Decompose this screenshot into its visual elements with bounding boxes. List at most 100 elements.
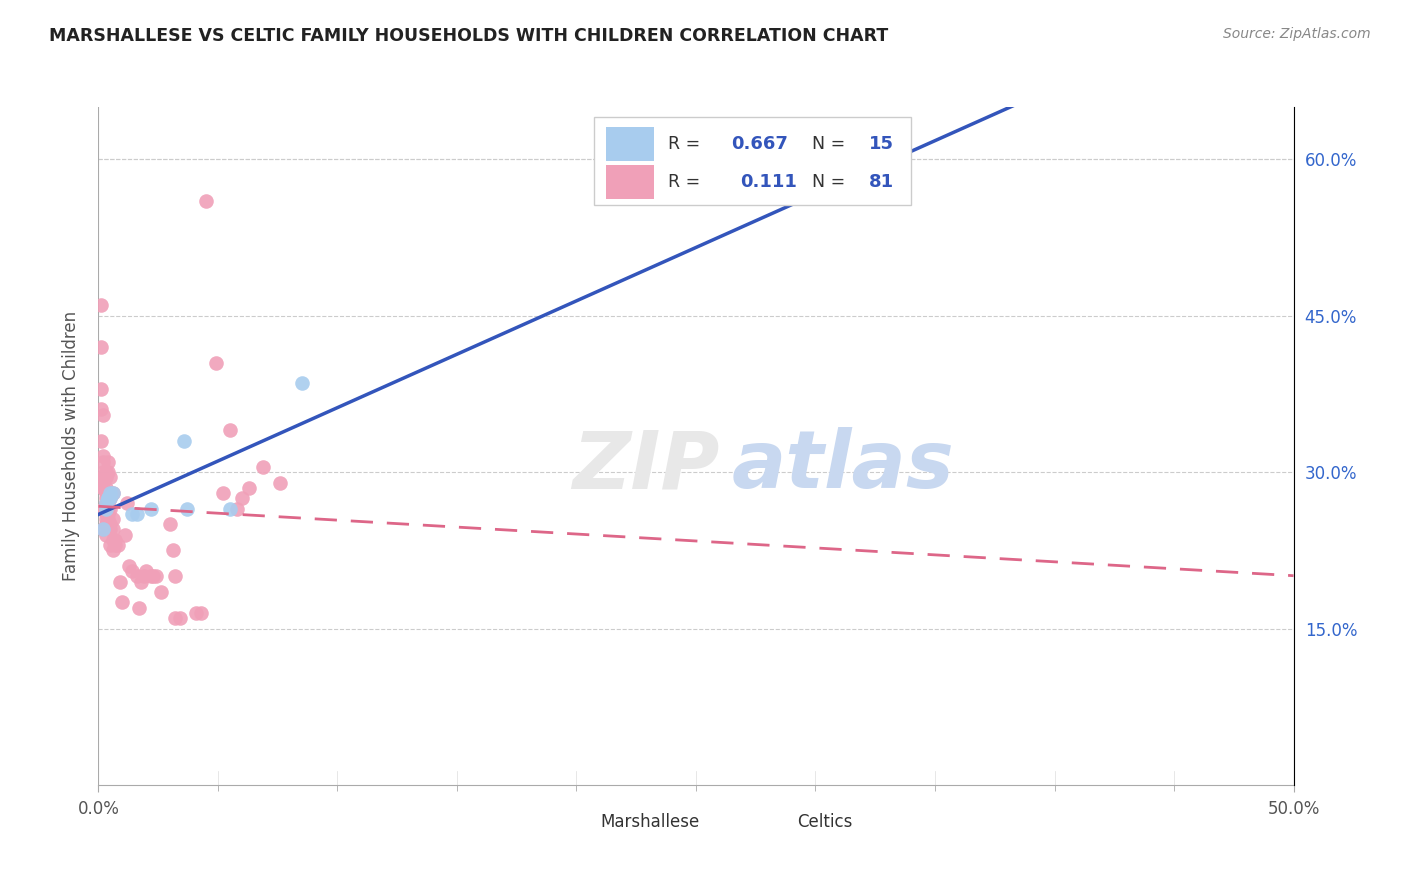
Point [94,501,117,516]
Point [94,512,117,526]
Text: 15: 15 [869,136,894,153]
Point [91,465,114,479]
Point [98,501,122,516]
Point [94,501,117,516]
Point [98,538,122,552]
Point [108,574,131,589]
Point [101,543,124,558]
Point [91,481,114,495]
Point [97,486,120,500]
Point [97,507,120,521]
Point [139,569,162,583]
Point [94,507,117,521]
Point [98,486,122,500]
Text: 0.667: 0.667 [731,136,787,153]
Point [121,507,143,521]
Text: N =: N = [811,136,851,153]
Point [211,486,233,500]
Point [186,606,208,620]
Point [101,512,124,526]
Point [90,402,112,417]
Point [219,423,242,437]
Point [91,523,114,537]
Point [91,523,114,537]
Point [98,517,122,532]
Point [101,486,124,500]
Point [291,376,314,391]
Point [94,496,117,510]
Text: 81: 81 [869,173,894,191]
Point [97,455,120,469]
Point [101,486,124,500]
Point [90,434,112,448]
Point [94,491,117,505]
Text: Marshallese: Marshallese [600,814,700,831]
Point [91,481,114,495]
Point [159,517,181,532]
Point [104,538,127,552]
Point [98,470,122,484]
Point [97,491,120,505]
Point [97,491,120,505]
Point [125,507,148,521]
Point [125,569,148,583]
Point [226,501,249,516]
Y-axis label: Family Households with Children: Family Households with Children [62,311,80,581]
Point [114,527,136,541]
Point [90,298,112,312]
Point [97,501,120,516]
Point [90,340,112,354]
Point [142,569,165,583]
Point [94,481,117,495]
Point [204,355,226,369]
Point [173,434,195,448]
Point [269,475,291,490]
Point [94,527,117,541]
Point [90,382,112,396]
Point [98,491,122,505]
FancyBboxPatch shape [595,117,911,205]
Point [101,523,124,537]
Point [163,569,186,583]
Text: R =: R = [668,136,706,153]
Point [149,585,172,599]
Point [231,491,253,505]
Point [91,470,114,484]
Point [94,470,117,484]
Point [145,569,167,583]
Point [98,523,122,537]
Point [97,496,120,510]
Point [163,611,186,625]
Point [91,501,114,516]
Point [132,569,155,583]
Point [176,501,198,516]
Point [118,558,141,573]
Point [91,455,114,469]
Point [101,533,124,547]
Point [91,450,114,464]
Point [252,459,274,474]
Point [131,574,153,589]
Point [111,595,134,609]
Point [128,600,150,615]
Point [94,517,117,532]
Point [98,491,122,505]
Point [121,564,143,578]
Point [91,501,114,516]
Text: N =: N = [811,173,851,191]
Point [90,475,112,490]
Point [91,408,114,422]
Point [97,512,120,526]
Point [94,486,117,500]
Point [195,194,218,208]
Point [139,501,162,516]
Point [162,543,184,558]
Bar [606,165,654,199]
Point [104,533,127,547]
Point [94,496,117,510]
Bar [541,809,589,836]
Text: R =: R = [668,173,711,191]
Bar [606,128,654,161]
Text: ZIP: ZIP [572,427,720,506]
Text: Source: ZipAtlas.com: Source: ZipAtlas.com [1223,27,1371,41]
